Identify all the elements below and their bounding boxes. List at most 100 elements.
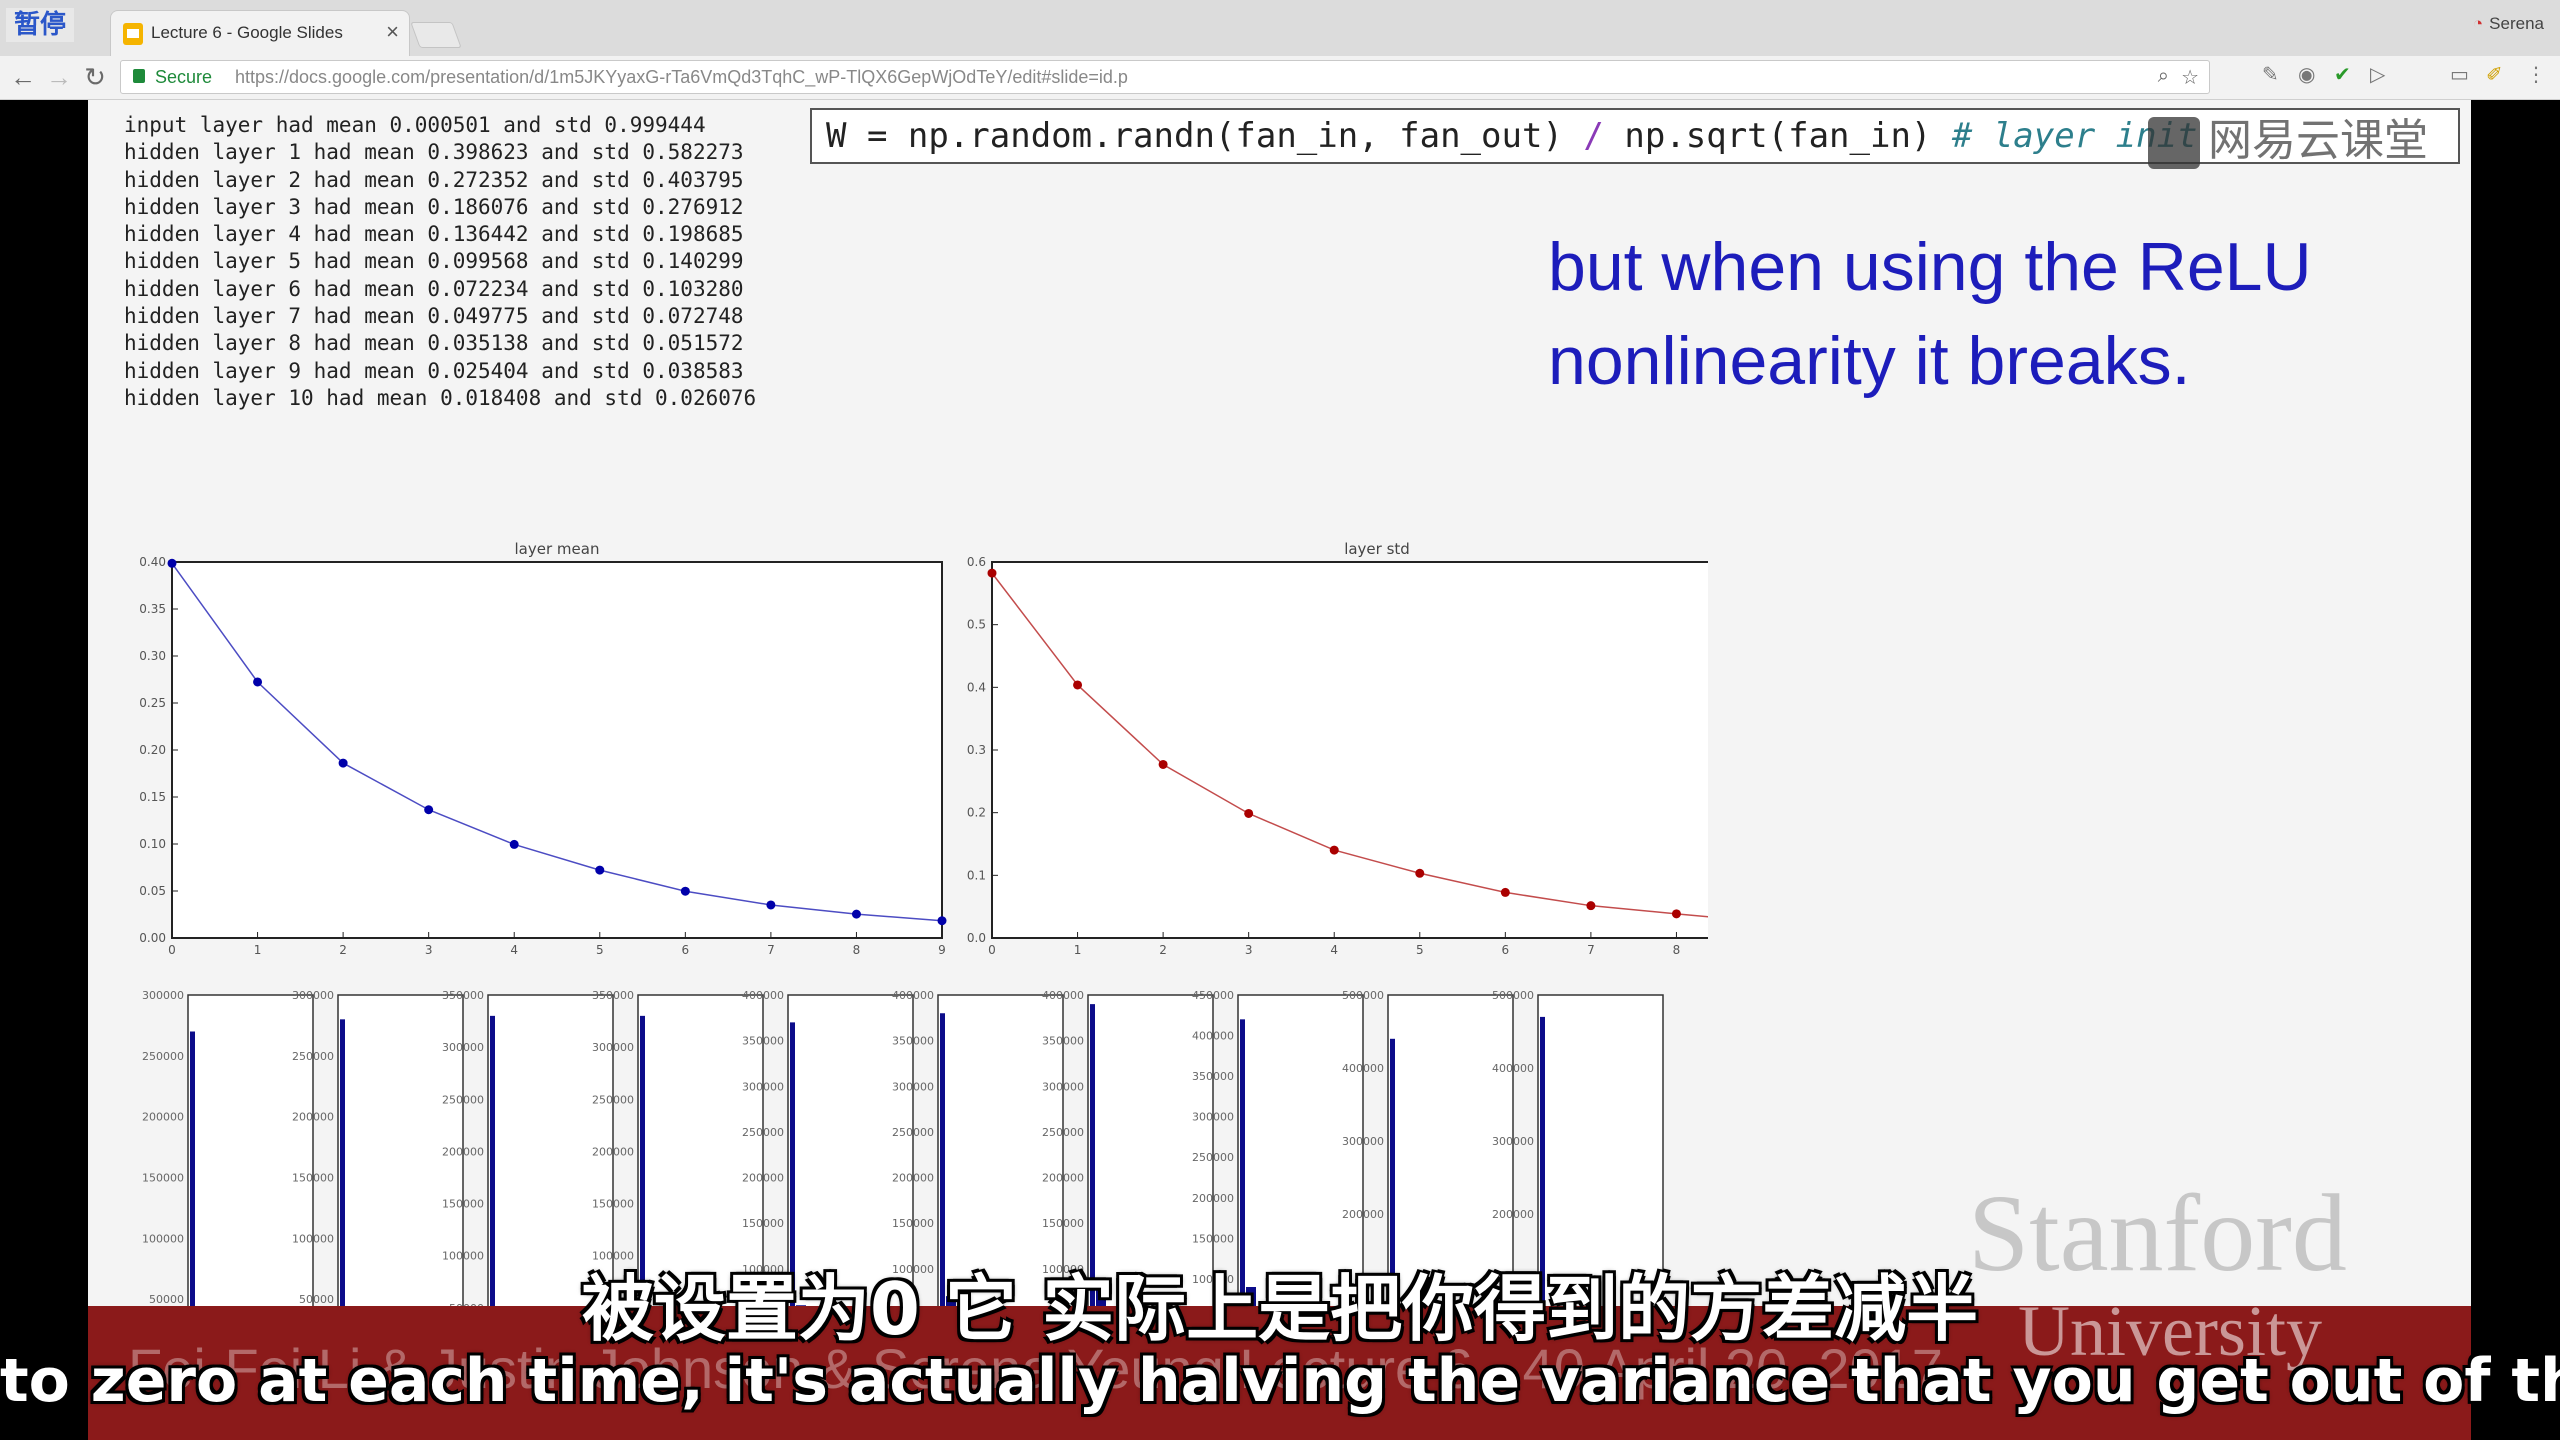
histogram-y-tick-label: 250000 xyxy=(442,1093,484,1106)
histogram-y-tick-label: 150000 xyxy=(1192,1232,1234,1245)
x-tick-label: 0 xyxy=(168,943,176,957)
extension-icon[interactable]: ◉ xyxy=(2298,64,2316,86)
eyedropper-extension-icon[interactable]: ✎ xyxy=(2262,64,2279,86)
pause-badge[interactable]: 暂停 xyxy=(6,8,75,42)
histogram-y-tick-label: 100000 xyxy=(1342,1281,1384,1294)
histogram-y-tick-label: 350000 xyxy=(592,989,634,1002)
subtitle-english: to zero at each time, it's actually halv… xyxy=(0,1346,2560,1416)
y-tick-label: 0.10 xyxy=(139,837,166,851)
forward-arrow-icon[interactable]: → xyxy=(46,62,72,92)
x-tick-label: 8 xyxy=(853,943,861,957)
reload-icon[interactable]: ↻ xyxy=(84,62,106,92)
data-point xyxy=(937,916,947,926)
x-tick-label: 3 xyxy=(425,943,433,957)
media-extension-icon[interactable]: ▷ xyxy=(2370,64,2386,86)
histogram-y-tick-label: 250000 xyxy=(742,1126,784,1139)
y-tick-label: 0.5 xyxy=(967,618,986,632)
data-point xyxy=(1415,868,1425,878)
y-tick-label: 0.6 xyxy=(967,555,986,569)
url-text[interactable]: https://docs.google.com/presentation/d/1… xyxy=(235,67,1128,87)
histogram-y-tick-label: 100000 xyxy=(592,1250,634,1263)
menu-kebab-icon[interactable]: ⋮ xyxy=(2526,64,2546,86)
console-line: hidden layer 9 had mean 0.025404 and std… xyxy=(124,358,744,383)
histogram-y-tick-label: 100000 xyxy=(1192,1273,1234,1286)
console-line: hidden layer 8 had mean 0.035138 and std… xyxy=(124,331,744,356)
histogram-y-tick-label: 200000 xyxy=(742,1172,784,1185)
histogram-y-tick-label: 150000 xyxy=(292,1172,334,1185)
histogram-y-tick-label: 150000 xyxy=(1042,1217,1084,1230)
checkmark-extension-icon[interactable]: ✔ xyxy=(2334,64,2351,86)
histogram-y-tick-label: 100000 xyxy=(892,1263,934,1276)
histogram-spike-bar xyxy=(1390,1038,1395,1360)
code-statement: W = np.random.randn(fan_in, fan_out) xyxy=(826,116,1584,156)
histogram-frame xyxy=(787,994,914,1361)
data-point xyxy=(424,805,434,815)
histogram-y-tick-label: 250000 xyxy=(292,1050,334,1063)
histogram-y-tick-label: 300000 xyxy=(892,1080,934,1093)
back-arrow-icon[interactable]: ← xyxy=(10,62,36,92)
histogram-frame xyxy=(1387,994,1514,1361)
histogram-y-tick-label: 400000 xyxy=(1192,1030,1234,1043)
y-tick-label: 0.3 xyxy=(967,743,986,757)
histogram-y-tick-label: 400000 xyxy=(1042,989,1084,1002)
browser-chrome: 暂停 Lecture 6 - Google Slides × ◔ Serena ←… xyxy=(0,0,2560,100)
histogram-y-tick-label: 300000 xyxy=(1192,1111,1234,1124)
pencil-extension-icon[interactable]: ✐ xyxy=(2486,64,2503,86)
series-line xyxy=(991,572,1708,918)
lock-icon xyxy=(133,69,145,83)
histogram-y-tick-label: 250000 xyxy=(142,1050,184,1063)
y-tick-label: 0.0 xyxy=(967,931,986,945)
histogram-y-tick-label: 300000 xyxy=(1492,1135,1534,1148)
plot-frame xyxy=(991,561,1708,939)
new-tab-button[interactable] xyxy=(410,22,462,48)
histogram-y-tick-label: 400000 xyxy=(1342,1062,1384,1075)
address-bar[interactable]: Secure https://docs.google.com/presentat… xyxy=(120,60,2210,94)
histogram-frame xyxy=(187,994,314,1361)
histogram-spike-bar xyxy=(1540,1016,1545,1360)
histogram-y-tick-label: 300000 xyxy=(442,1041,484,1054)
histogram-y-tick-label: 400000 xyxy=(1492,1062,1534,1075)
y-tick-label: 0.15 xyxy=(139,790,166,804)
bookmark-star-icon[interactable]: ☆ xyxy=(2181,67,2199,89)
university-wordmark: University xyxy=(2018,1291,2322,1371)
x-tick-label: 9 xyxy=(938,943,946,957)
data-point xyxy=(338,758,348,768)
data-point xyxy=(851,909,861,919)
y-tick-label: 0.20 xyxy=(139,743,166,757)
y-tick-label: 0.1 xyxy=(967,868,986,882)
tab-strip: 暂停 Lecture 6 - Google Slides × ◔ Serena xyxy=(0,0,2560,56)
histogram-y-tick-label: 300000 xyxy=(742,1080,784,1093)
chart-title: layer std xyxy=(1344,540,1410,558)
histogram-y-tick-label: 300000 xyxy=(142,989,184,1002)
histogram-y-tick-label: 200000 xyxy=(292,1111,334,1124)
x-tick-label: 5 xyxy=(1416,943,1424,957)
y-tick-label: 0.2 xyxy=(967,806,986,820)
y-tick-label: 0.40 xyxy=(139,555,166,569)
histogram-frame xyxy=(487,994,614,1361)
histogram-frame xyxy=(637,994,764,1361)
histogram-y-tick-label: 200000 xyxy=(1342,1208,1384,1221)
logo-text: 网易云课堂 xyxy=(2208,115,2428,166)
slides-favicon-icon xyxy=(123,23,143,45)
console-line: hidden layer 3 had mean 0.186076 and std… xyxy=(124,194,744,219)
profile-button[interactable]: ◔ Serena xyxy=(2473,14,2544,34)
close-tab-icon[interactable]: × xyxy=(386,19,399,44)
histogram-y-tick-label: 100000 xyxy=(442,1250,484,1263)
console-line: input layer had mean 0.000501 and std 0.… xyxy=(124,113,706,137)
tab-lecture-slides[interactable]: Lecture 6 - Google Slides × xyxy=(110,10,410,56)
data-point xyxy=(1500,887,1510,897)
histogram-y-tick-label: 350000 xyxy=(1192,1070,1234,1083)
histogram-y-tick-label: 100000 xyxy=(142,1232,184,1245)
x-tick-label: 4 xyxy=(510,943,518,957)
data-point xyxy=(1158,759,1168,769)
profile-icon: ◔ xyxy=(2472,14,2484,33)
histogram-spike-bar xyxy=(940,1013,945,1360)
series-line xyxy=(171,562,943,922)
y-tick-label: 0.05 xyxy=(139,884,166,898)
cast-icon[interactable]: ▭ xyxy=(2450,64,2469,86)
x-tick-label: 4 xyxy=(1330,943,1338,957)
console-line: hidden layer 5 had mean 0.099568 and std… xyxy=(124,249,744,274)
histogram-y-tick-label: 500000 xyxy=(1492,989,1534,1002)
histogram-y-tick-label: 200000 xyxy=(892,1172,934,1185)
zoom-icon[interactable]: ⌕ xyxy=(2157,65,2169,87)
